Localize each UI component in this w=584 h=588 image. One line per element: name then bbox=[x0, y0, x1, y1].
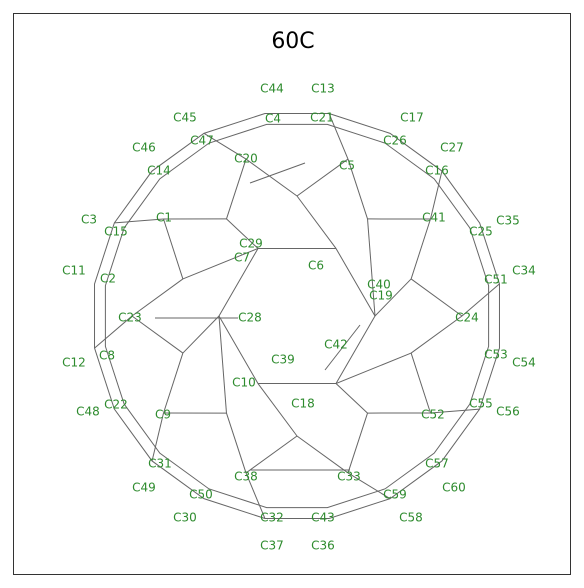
atom-label: C17 bbox=[400, 111, 424, 125]
atom-label: C15 bbox=[104, 225, 128, 239]
atom-label: C27 bbox=[440, 141, 464, 155]
atom-label: C43 bbox=[311, 511, 335, 525]
atom-label: C38 bbox=[234, 470, 258, 484]
atom-label: C51 bbox=[484, 273, 508, 287]
atom-label: C23 bbox=[118, 311, 142, 325]
atom-label: C46 bbox=[132, 141, 156, 155]
atom-label: C50 bbox=[189, 488, 213, 502]
atom-label: C36 bbox=[311, 539, 335, 553]
atom-label: C54 bbox=[512, 356, 536, 370]
atom-label: C12 bbox=[62, 356, 86, 370]
atom-label: C5 bbox=[339, 159, 355, 173]
atom-label: C42 bbox=[324, 338, 348, 352]
atom-label: C1 bbox=[156, 211, 172, 225]
atom-label: C32 bbox=[260, 511, 284, 525]
atom-label: C10 bbox=[232, 376, 256, 390]
atom-label: C56 bbox=[496, 405, 520, 419]
atom-label: C21 bbox=[310, 111, 334, 125]
atom-label: C9 bbox=[155, 408, 171, 422]
atom-label: C30 bbox=[173, 511, 197, 525]
atom-label: C26 bbox=[383, 134, 407, 148]
atom-label: C19 bbox=[369, 289, 393, 303]
atom-label: C28 bbox=[238, 311, 262, 325]
atom-label: C53 bbox=[484, 348, 508, 362]
atom-label: C52 bbox=[421, 408, 445, 422]
atom-label: C44 bbox=[260, 82, 284, 96]
atom-label: C6 bbox=[308, 259, 324, 273]
atom-label: C41 bbox=[422, 211, 446, 225]
atom-label: C57 bbox=[425, 457, 449, 471]
atom-label: C13 bbox=[311, 82, 335, 96]
atom-label: C11 bbox=[62, 264, 86, 278]
atom-label: C16 bbox=[425, 164, 449, 178]
atom-label: C58 bbox=[399, 511, 423, 525]
title: 60C bbox=[271, 29, 314, 54]
atom-label: C45 bbox=[173, 111, 197, 125]
atom-label: C49 bbox=[132, 481, 156, 495]
atom-label: C14 bbox=[147, 164, 171, 178]
atom-label: C37 bbox=[260, 539, 284, 553]
atom-label: C7 bbox=[234, 251, 250, 265]
atom-label: C31 bbox=[148, 457, 172, 471]
diagram: 60C C44 C13 C45 C4 C21 C17 C47 C26 C46 C27 C20 C5 C1… bbox=[0, 0, 584, 588]
atom-label: C22 bbox=[104, 398, 128, 412]
atom-label: C39 bbox=[271, 353, 295, 367]
atom-label: C59 bbox=[383, 488, 407, 502]
atom-label: C8 bbox=[99, 349, 115, 363]
atom-label: C20 bbox=[234, 152, 258, 166]
atom-label: C33 bbox=[337, 470, 361, 484]
atom-label: C24 bbox=[455, 311, 479, 325]
atom-label: C4 bbox=[265, 112, 281, 126]
atom-label: C34 bbox=[512, 264, 536, 278]
atom-label: C29 bbox=[239, 237, 263, 251]
atom-label: C60 bbox=[442, 481, 466, 495]
atom-label: C35 bbox=[496, 214, 520, 228]
atom-label: C48 bbox=[76, 405, 100, 419]
atom-label: C2 bbox=[100, 272, 116, 286]
atom-label: C18 bbox=[291, 397, 315, 411]
atom-label: C47 bbox=[190, 134, 214, 148]
atom-label: C3 bbox=[81, 213, 97, 227]
atom-label: C25 bbox=[469, 225, 493, 239]
atom-label: C55 bbox=[469, 397, 493, 411]
